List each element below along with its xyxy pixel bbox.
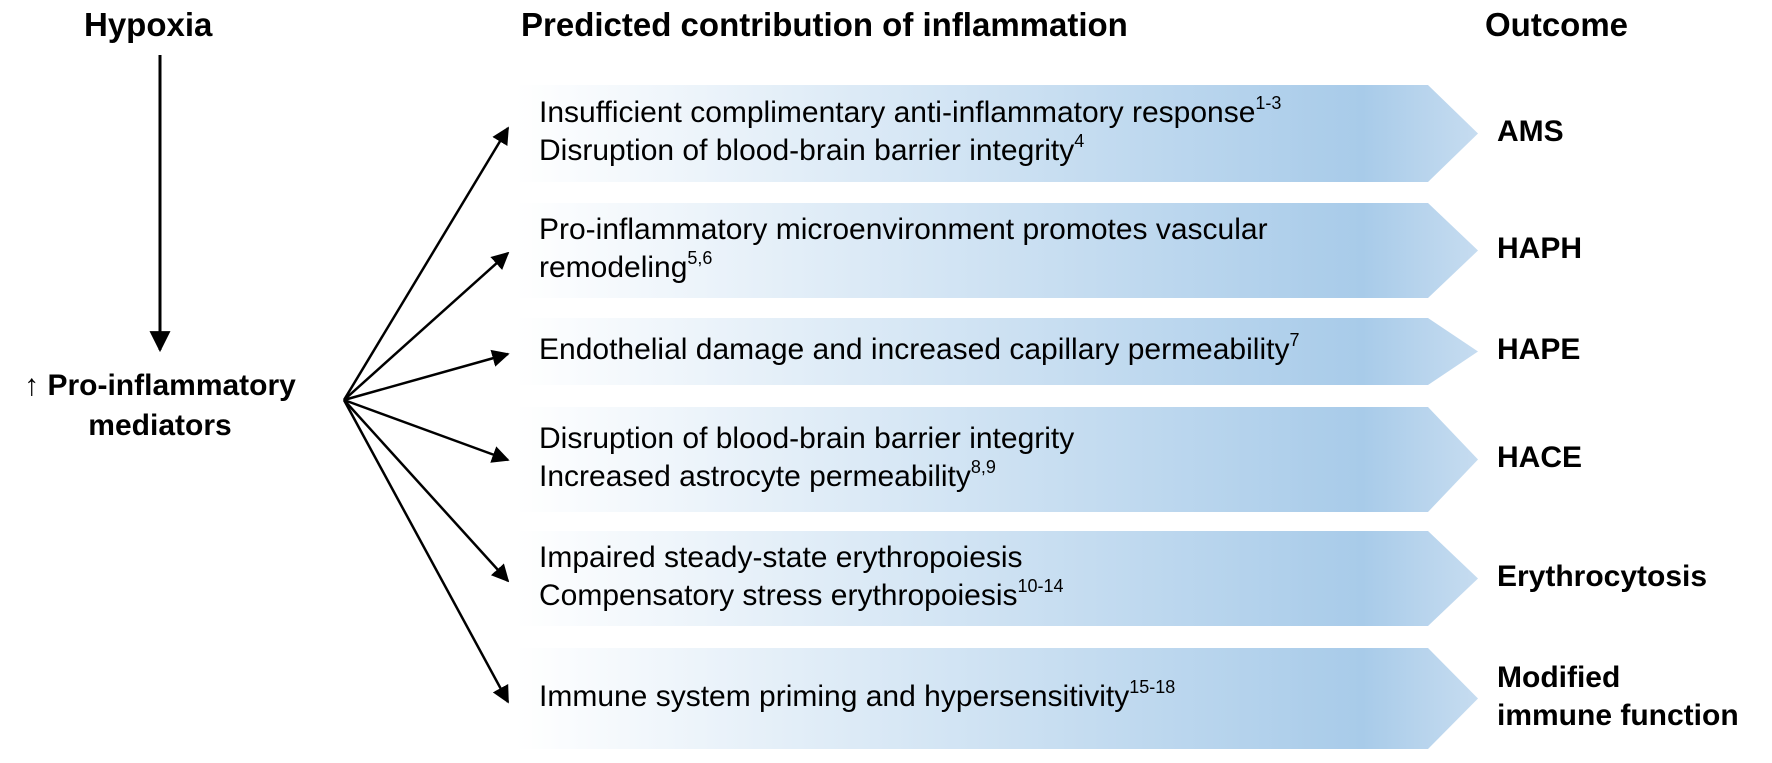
reference-superscript: 15-18 (1129, 676, 1176, 697)
band-haph (516, 203, 1478, 298)
contribution-line: Disruption of blood-brain barrier integr… (539, 132, 1281, 170)
contribution-line: remodeling5,6 (539, 249, 1268, 287)
outcome-hace: HACE (1497, 439, 1582, 477)
contribution-line-text: Increased astrocyte permeability (539, 459, 971, 493)
band-erythrocytosis (516, 531, 1478, 626)
outcome-label: HAPE (1497, 332, 1581, 366)
contribution-line-text: remodeling (539, 250, 688, 284)
band-hape (516, 318, 1478, 385)
contribution-text-hape: Endothelial damage and increased capilla… (539, 331, 1299, 369)
contribution-line-text: Compensatory stress erythropoiesis (539, 578, 1018, 612)
band-hace (516, 407, 1478, 512)
outcome-label: Erythrocytosis (1497, 559, 1708, 593)
arrow-to-hace (343, 398, 510, 463)
source-label-line1: Pro-inflammatory (47, 369, 296, 402)
reference-superscript: 1-3 (1255, 92, 1282, 113)
source-label-line2: mediators (88, 409, 232, 442)
contribution-text-haph: Pro-inflammatory microenvironment promot… (539, 211, 1268, 287)
arrow-to-ams (342, 126, 510, 401)
contribution-text-hace: Disruption of blood-brain barrier integr… (539, 420, 1074, 496)
contribution-line-text: Endothelial damage and increased capilla… (539, 332, 1290, 366)
outcome-label: Modified (1497, 660, 1621, 694)
band-ams (516, 85, 1478, 182)
arrow-layer (149, 55, 510, 704)
contribution-line: Insufficient complimentary anti-inflamma… (539, 94, 1281, 132)
contribution-line-text: Disruption of blood-brain barrier integr… (539, 133, 1075, 167)
contribution-line-text: Pro-inflammatory microenvironment promot… (539, 212, 1268, 246)
contribution-text-erythrocytosis: Impaired steady-state erythropoiesis Comp… (539, 539, 1064, 615)
outcome-label: HACE (1497, 440, 1583, 474)
band-layer (516, 85, 1478, 749)
arrow-to-hape (343, 349, 510, 402)
contribution-line-text: Insufficient complimentary anti-inflamma… (539, 95, 1256, 129)
reference-superscript: 4 (1074, 130, 1085, 151)
contribution-line: Increased astrocyte permeability8,9 (539, 458, 1074, 496)
outcome-label: immune function (1497, 698, 1739, 732)
contribution-text-ams: Insufficient complimentary anti-inflamma… (539, 94, 1281, 170)
outcome-header: Outcome (1485, 6, 1629, 43)
contribution-line: Pro-inflammatory microenvironment promot… (539, 211, 1268, 249)
reference-superscript: 7 (1289, 329, 1300, 350)
contribution-text-modified-immune-function: Immune system priming and hypersensitivi… (539, 678, 1175, 716)
predicted-contribution-header: Predicted contribution of inflammation (521, 6, 1128, 43)
outcome-haph: HAPH (1497, 230, 1582, 268)
arrow-to-erythrocytosis (343, 399, 510, 583)
contribution-line-text: Immune system priming and hypersensitivi… (539, 679, 1130, 713)
outcome-modified-immune-function: Modified immune function (1497, 659, 1739, 735)
outcome-erythrocytosis: Erythrocytosis (1497, 558, 1707, 596)
outcome-label: AMS (1497, 114, 1564, 148)
reference-superscript: 5,6 (687, 247, 713, 268)
contribution-line: Endothelial damage and increased capilla… (539, 331, 1299, 369)
contribution-line: Impaired steady-state erythropoiesis (539, 539, 1064, 577)
contribution-line: Compensatory stress erythropoiesis10-14 (539, 577, 1064, 615)
contribution-line: Immune system priming and hypersensitivi… (539, 678, 1175, 716)
up-arrow-glyph: ↑ (24, 369, 40, 402)
outcome-ams: AMS (1497, 113, 1564, 151)
pro-inflammatory-mediators-node: ↑ Pro-inflammatory mediators (0, 366, 320, 446)
reference-superscript: 10-14 (1017, 575, 1064, 596)
outcome-hape: HAPE (1497, 331, 1580, 369)
contribution-line: Disruption of blood-brain barrier integr… (539, 420, 1074, 458)
hypoxia-header: Hypoxia (84, 6, 213, 43)
outcome-label: HAPH (1497, 231, 1583, 265)
reference-superscript: 8,9 (970, 456, 996, 477)
arrow-to-modified-immune-function (342, 399, 510, 704)
band-modified-immune-function (516, 648, 1478, 749)
arrow-to-haph (343, 251, 510, 401)
contribution-line-text: Impaired steady-state erythropoiesis (539, 540, 1023, 574)
contribution-line-text: Disruption of blood-brain barrier integr… (539, 421, 1075, 455)
